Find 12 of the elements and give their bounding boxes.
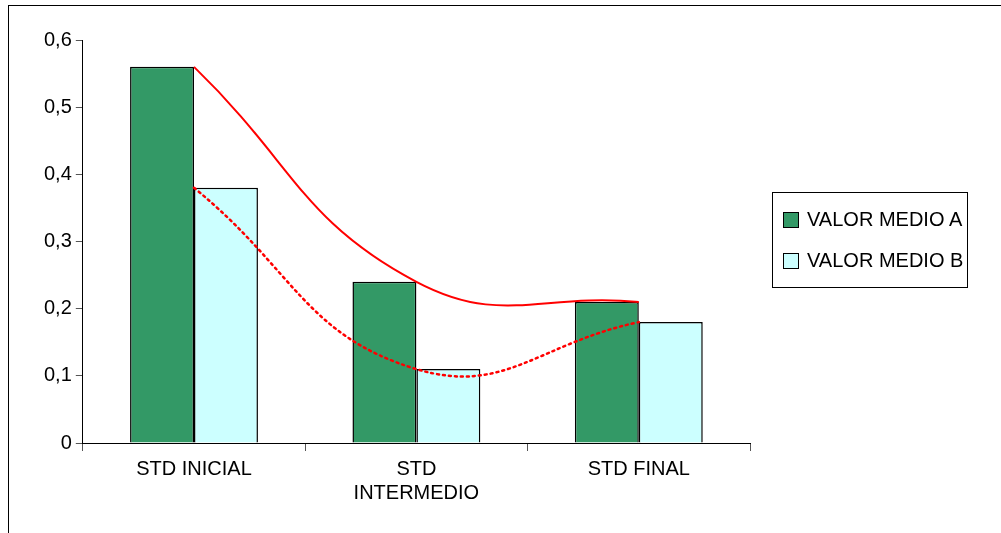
y-tick-label: 0,5: [43, 94, 72, 117]
y-tick-label: 0: [60, 430, 72, 453]
y-tick-label: 0,2: [43, 296, 72, 319]
y-tick-label: 0,6: [43, 27, 72, 50]
legend-label: VALOR MEDIO B: [807, 249, 964, 272]
y-tick-label: 0,3: [43, 229, 72, 252]
y-tick-label: 0,4: [43, 161, 72, 184]
x-tick-label: STD INTERMEDIO: [353, 456, 480, 503]
x-tick-label: STD INICIAL: [136, 456, 252, 479]
y-tick-label: 0,1: [43, 363, 72, 386]
x-tick-label: STD FINAL: [587, 456, 690, 479]
legend-label: VALOR MEDIO A: [807, 208, 963, 231]
